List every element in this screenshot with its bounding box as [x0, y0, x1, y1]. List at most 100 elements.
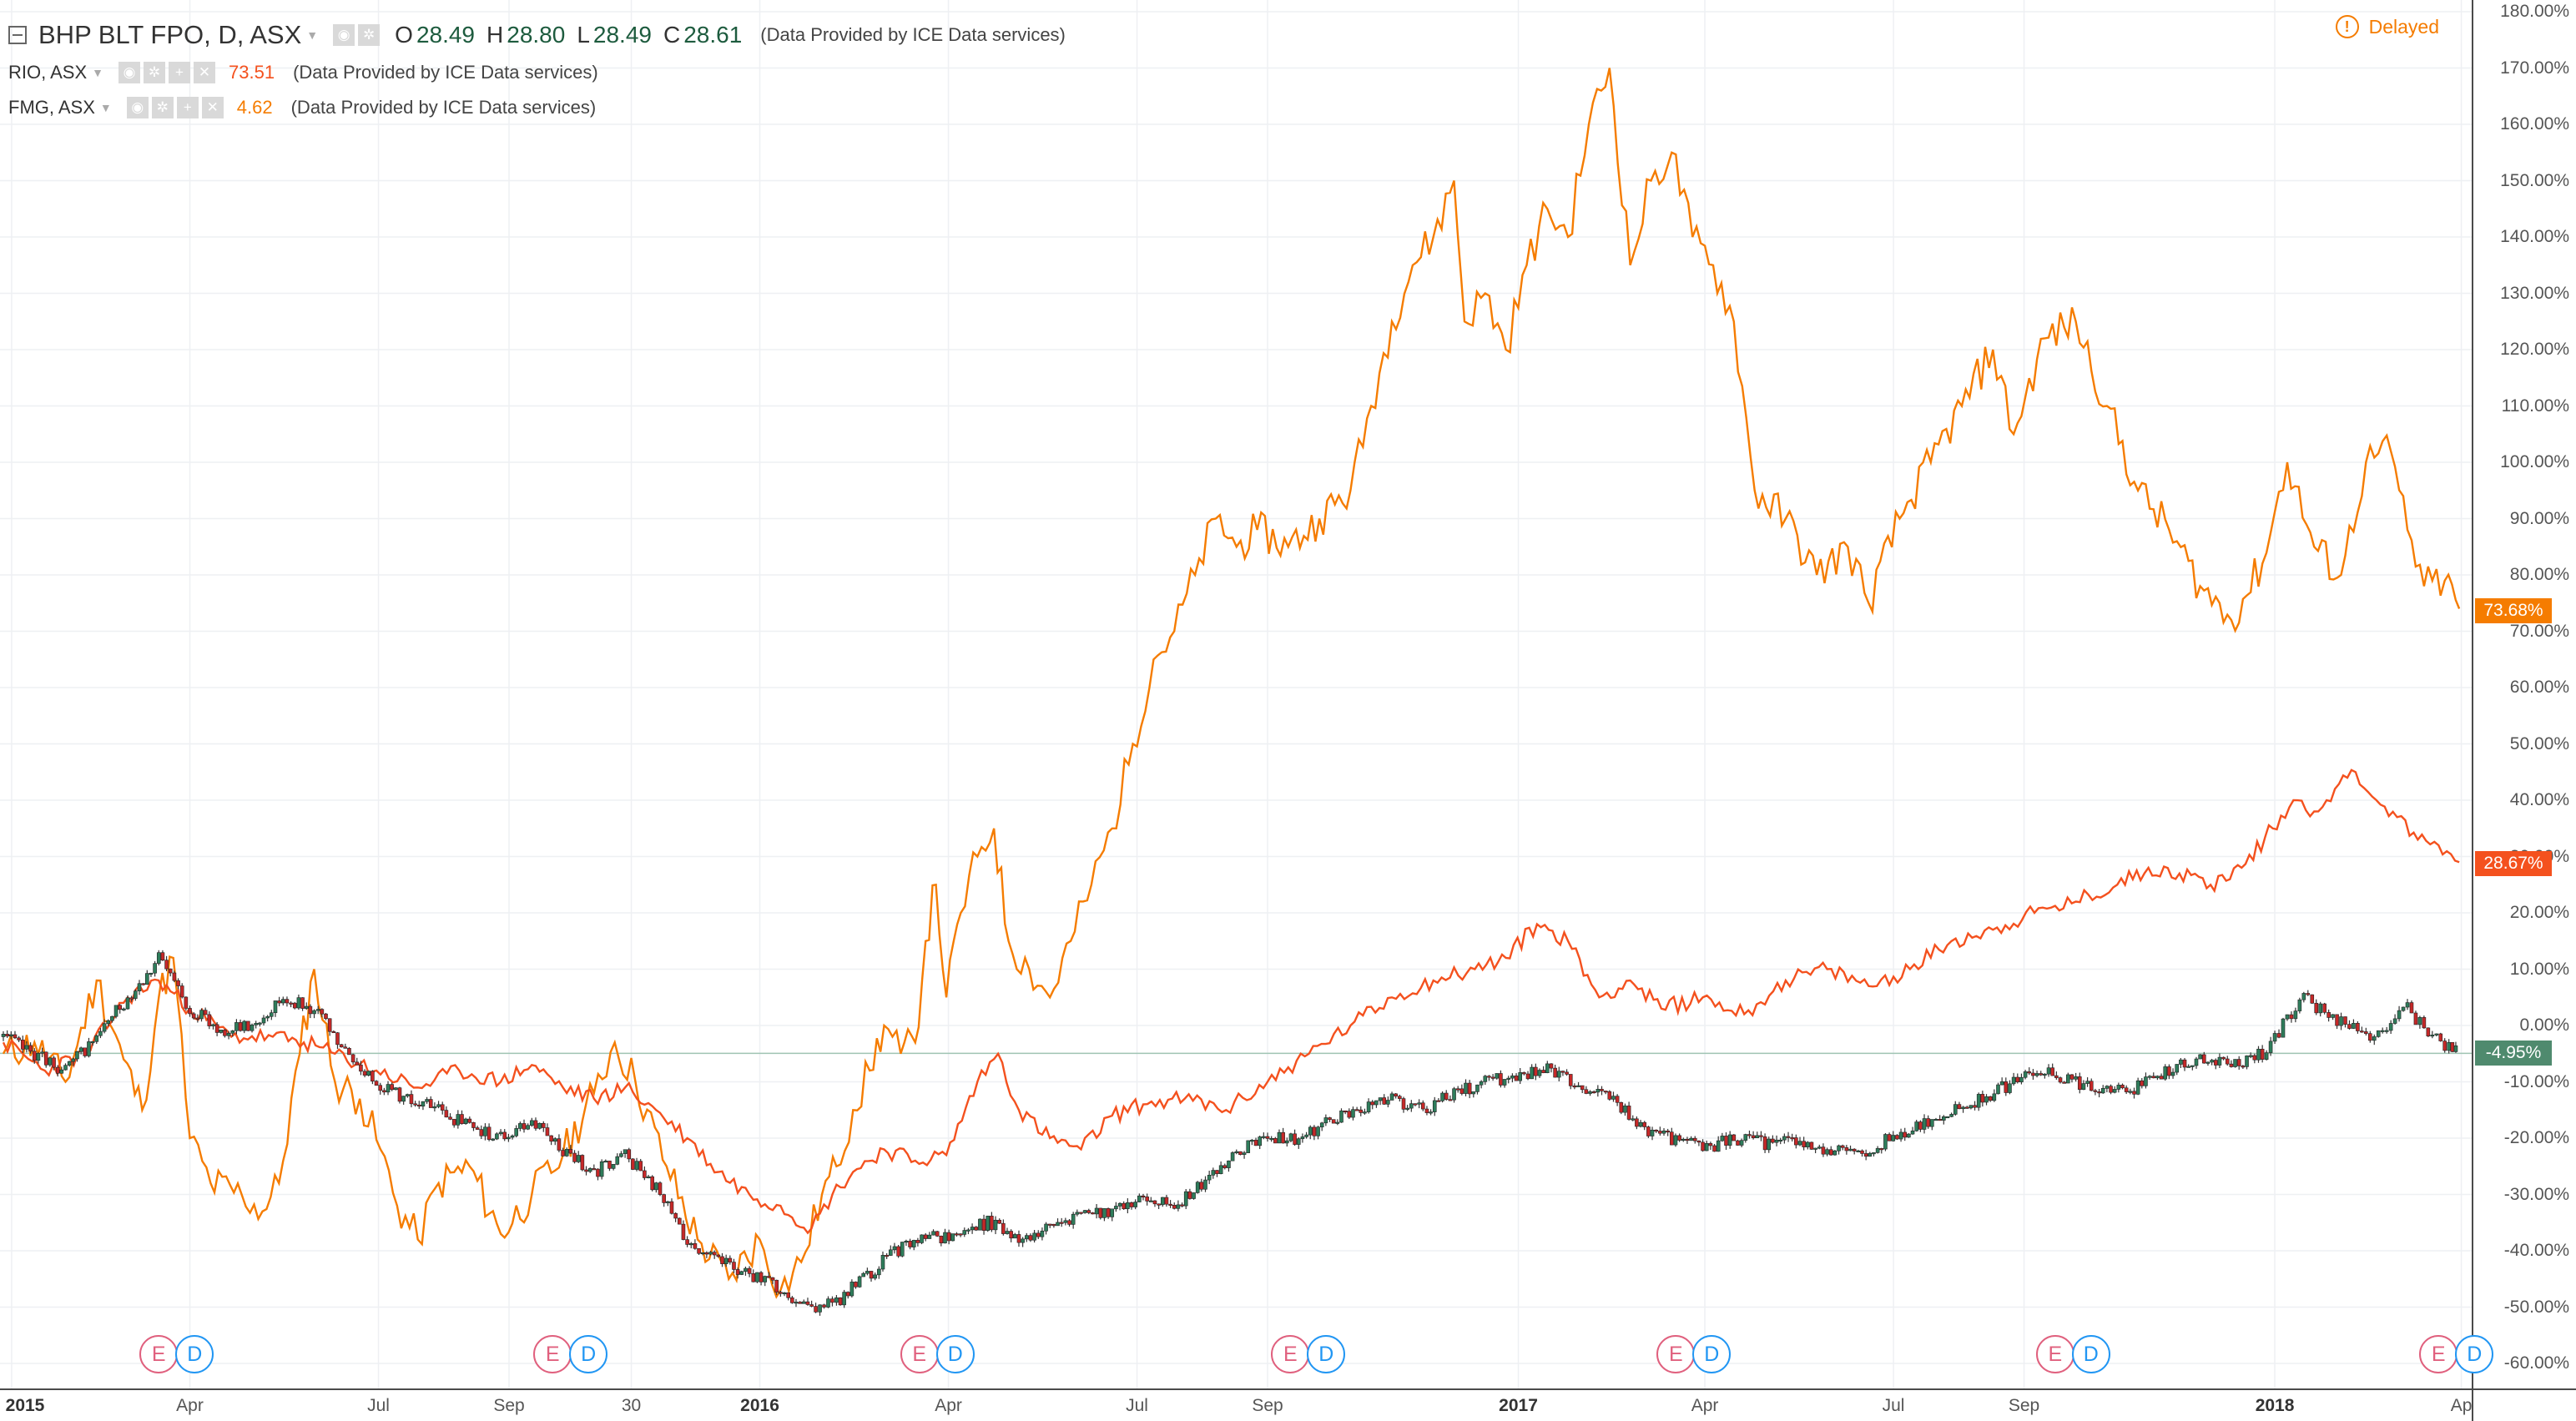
chevron-down-icon[interactable]: ▼	[306, 28, 319, 42]
candle-body	[2194, 1058, 2199, 1066]
comparison-chart[interactable]	[0, 0, 2472, 1388]
candle-body	[2272, 1033, 2277, 1042]
candle-body	[486, 1126, 492, 1140]
candle-body	[1013, 1234, 1017, 1239]
candle-body	[5, 1034, 9, 1037]
candle-body	[1354, 1109, 1359, 1111]
candle-body	[779, 1292, 783, 1294]
eye-icon[interactable]: ◉	[333, 24, 355, 46]
eye-icon[interactable]: ◉	[118, 62, 141, 83]
candle-body	[502, 1131, 507, 1140]
candle-body	[1918, 1121, 1923, 1130]
chevron-down-icon[interactable]: ▼	[92, 66, 104, 79]
candle-body	[869, 1271, 874, 1279]
gear-icon[interactable]: ✲	[151, 97, 174, 118]
dividend-marker-icon[interactable]: D	[2455, 1335, 2494, 1373]
candle-body	[195, 1017, 200, 1020]
candle-body	[2360, 1030, 2364, 1033]
candle-body	[1670, 1131, 1674, 1146]
earnings-marker-icon[interactable]: E	[2419, 1335, 2458, 1373]
candle-body	[2356, 1022, 2360, 1031]
candle-body	[763, 1276, 768, 1282]
candle-body	[1180, 1204, 1184, 1207]
time-tick-label: 2018	[2255, 1396, 2295, 1415]
candle-body	[545, 1127, 550, 1136]
candle-body	[1044, 1223, 1048, 1232]
bhp-candles[interactable]	[1, 950, 2458, 1316]
candle-body	[1560, 1071, 1565, 1073]
gear-icon[interactable]: ✲	[358, 24, 381, 46]
candle-body	[2109, 1086, 2113, 1093]
candle-body	[2417, 1017, 2422, 1025]
close-icon[interactable]: ✕	[194, 62, 216, 83]
candle-body	[2397, 1010, 2402, 1020]
dividend-marker-icon[interactable]: D	[2071, 1335, 2110, 1373]
fmg-series-line[interactable]	[2, 68, 2461, 1299]
candle-body	[1398, 1096, 1402, 1099]
candle-body	[2186, 1066, 2190, 1068]
candle-body	[700, 1252, 705, 1255]
candle-body	[312, 1010, 316, 1015]
time-tick-label: Sep	[2008, 1396, 2040, 1415]
candle-body	[638, 1161, 643, 1172]
candle-body	[1883, 1134, 1888, 1150]
gear-icon[interactable]: ✲	[144, 62, 166, 83]
candle-body	[1879, 1148, 1884, 1151]
candle-body	[1386, 1100, 1390, 1105]
dividend-marker-icon[interactable]: D	[175, 1335, 214, 1373]
candle-body	[1666, 1130, 1670, 1133]
candle-body	[1837, 1145, 1841, 1151]
earnings-marker-icon[interactable]: E	[1656, 1335, 1696, 1373]
earnings-marker-icon[interactable]: E	[900, 1335, 939, 1373]
eye-icon[interactable]: ◉	[126, 97, 149, 118]
candle-body	[1351, 1109, 1355, 1118]
main-symbol[interactable]: BHP BLT FPO, D, ASX	[38, 20, 302, 49]
candle-body	[1619, 1101, 1624, 1113]
candle-body	[1413, 1103, 1418, 1106]
dividend-marker-icon[interactable]: D	[1692, 1335, 1732, 1373]
close-icon[interactable]: ✕	[201, 97, 224, 118]
earnings-marker-icon[interactable]: E	[139, 1335, 179, 1373]
price-tick-label: -20.00%	[2503, 1128, 2569, 1147]
compare-symbol[interactable]: FMG, ASX	[8, 97, 95, 118]
main-series-legend[interactable]: BHP BLT FPO, D, ASX ▼ ◉ ✲ O 28.49 H 28.80 …	[8, 15, 1066, 55]
candle-body	[2347, 1024, 2352, 1029]
price-axis[interactable]: 180.00% 170.00% 160.00% 150.00% 140.00% 130.0…	[2472, 0, 2576, 1388]
time-axis[interactable]: 2015 Apr Jul Sep 30 2016 Apr Jul Sep 2017 Apr Jul Se…	[0, 1388, 2472, 1421]
candle-body	[1898, 1131, 1903, 1140]
candle-body	[981, 1218, 986, 1231]
plus-icon[interactable]: +	[169, 62, 191, 83]
candle-body	[2268, 1041, 2273, 1053]
candle-body	[1452, 1088, 1456, 1101]
candle-body	[1036, 1232, 1041, 1237]
plus-icon[interactable]: +	[176, 97, 199, 118]
chart-plot-area[interactable]	[0, 0, 2472, 1388]
candle-body	[1658, 1131, 1662, 1134]
delayed-status[interactable]: ! Delayed	[2335, 15, 2439, 38]
compare-series-legend-rio[interactable]: RIO, ASX ▼ ◉ ✲ + ✕ 73.51 (Data Provided …	[8, 55, 1066, 90]
candle-body	[2322, 1003, 2326, 1013]
earnings-marker-icon[interactable]: E	[533, 1335, 572, 1373]
price-tick-label: 110.00%	[2501, 396, 2569, 416]
candle-body	[2163, 1066, 2168, 1080]
dividend-marker-icon[interactable]: D	[935, 1335, 975, 1373]
earnings-marker-icon[interactable]: E	[1271, 1335, 1310, 1373]
chart-legend: BHP BLT FPO, D, ASX ▼ ◉ ✲ O 28.49 H 28.80 …	[8, 15, 1066, 125]
compare-series-legend-fmg[interactable]: FMG, ASX ▼ ◉ ✲ + ✕ 4.62 (Data Provided b…	[8, 90, 1066, 125]
dividend-marker-icon[interactable]: D	[1307, 1335, 1346, 1373]
dividend-marker-icon[interactable]: D	[569, 1335, 608, 1373]
chevron-down-icon[interactable]: ▼	[99, 101, 112, 114]
rio-series-line[interactable]	[2, 768, 2460, 1235]
time-tick-label: Jul	[1882, 1396, 1905, 1415]
candle-body	[1607, 1091, 1612, 1100]
candle-body	[1032, 1232, 1036, 1241]
earnings-marker-icon[interactable]: E	[2035, 1335, 2074, 1373]
close-label: C	[663, 22, 681, 48]
time-tick-label: 2015	[5, 1396, 45, 1415]
candle-body	[1650, 1129, 1655, 1136]
data-provider-note: (Data Provided by ICE Data services)	[290, 97, 597, 118]
collapse-icon[interactable]	[8, 26, 27, 44]
candle-body	[1930, 1119, 1934, 1127]
compare-symbol[interactable]: RIO, ASX	[8, 62, 88, 83]
candle-body	[744, 1267, 748, 1272]
